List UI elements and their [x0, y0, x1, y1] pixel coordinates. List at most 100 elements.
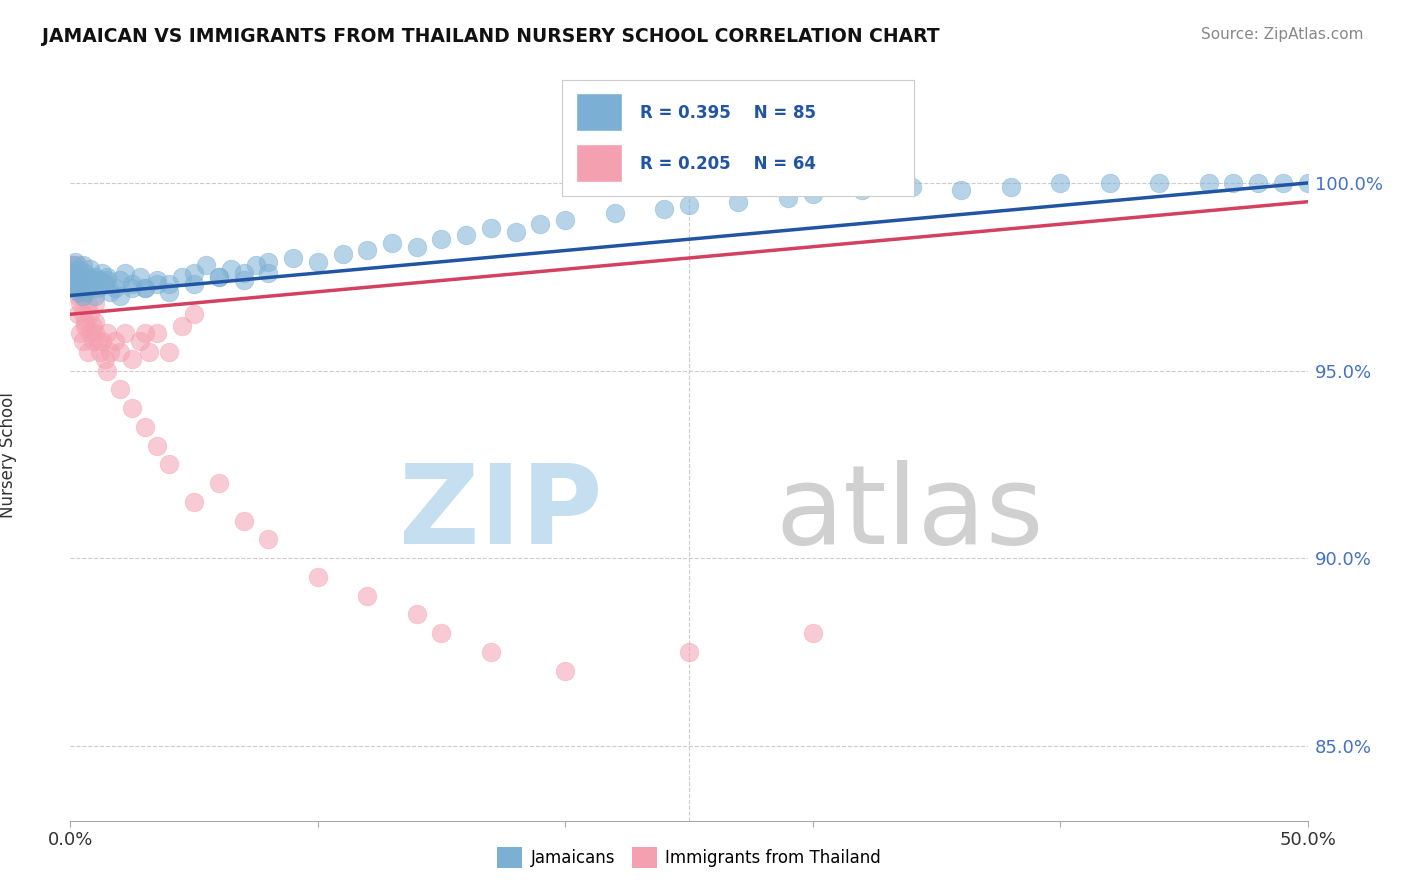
Point	[157, 285, 180, 299]
Point	[75, 285, 97, 299]
Point	[479, 221, 502, 235]
Point	[65, 277, 87, 292]
Point	[79, 262, 101, 277]
Point	[157, 344, 180, 359]
Point	[108, 288, 131, 302]
Point	[554, 664, 576, 678]
Point	[1147, 176, 1170, 190]
Point	[381, 235, 404, 250]
Point	[69, 281, 91, 295]
Point	[505, 225, 527, 239]
Point	[356, 589, 378, 603]
Point	[146, 326, 169, 340]
Point	[114, 266, 136, 280]
Point	[72, 277, 94, 292]
Point	[82, 273, 104, 287]
Point	[84, 269, 107, 284]
Point	[157, 277, 180, 292]
Point	[75, 315, 97, 329]
Point	[66, 307, 89, 321]
Point	[134, 281, 156, 295]
Point	[332, 247, 354, 261]
Point	[86, 281, 108, 295]
Point	[72, 288, 94, 302]
Point	[66, 288, 89, 302]
Point	[146, 273, 169, 287]
Point	[134, 326, 156, 340]
Point	[183, 277, 205, 292]
Point	[72, 273, 94, 287]
Point	[72, 334, 94, 348]
Point	[479, 645, 502, 659]
Point	[1222, 176, 1244, 190]
Text: R = 0.205    N = 64: R = 0.205 N = 64	[640, 155, 815, 173]
Point	[89, 273, 111, 287]
Point	[104, 281, 127, 295]
Point	[121, 281, 143, 295]
Point	[245, 259, 267, 273]
Point	[183, 495, 205, 509]
Text: atlas: atlas	[776, 460, 1045, 567]
Point	[146, 277, 169, 292]
Point	[1049, 176, 1071, 190]
Point	[66, 273, 89, 287]
Bar	[576, 93, 621, 131]
Point	[678, 645, 700, 659]
Point	[801, 626, 824, 640]
Point	[851, 184, 873, 198]
Point	[89, 344, 111, 359]
Point	[114, 326, 136, 340]
Point	[1198, 176, 1220, 190]
Point	[62, 269, 84, 284]
Point	[108, 344, 131, 359]
Point	[134, 281, 156, 295]
Bar	[576, 144, 621, 182]
Point	[79, 326, 101, 340]
Point	[257, 533, 280, 547]
Point	[652, 202, 675, 217]
Point	[66, 259, 89, 273]
Point	[76, 281, 98, 295]
Point	[219, 262, 242, 277]
Point	[72, 288, 94, 302]
Point	[62, 269, 84, 284]
Point	[405, 607, 427, 622]
Point	[75, 318, 97, 333]
Point	[121, 277, 143, 292]
Point	[405, 240, 427, 254]
Point	[232, 514, 254, 528]
Text: Source: ZipAtlas.com: Source: ZipAtlas.com	[1201, 27, 1364, 42]
Point	[86, 334, 108, 348]
Point	[603, 206, 626, 220]
Point	[66, 262, 89, 277]
Point	[1296, 176, 1319, 190]
Point	[121, 352, 143, 367]
Point	[232, 266, 254, 280]
Point	[65, 266, 87, 280]
Point	[157, 458, 180, 472]
Point	[128, 334, 150, 348]
Text: ZIP: ZIP	[399, 460, 602, 567]
Point	[94, 352, 117, 367]
Point	[62, 281, 84, 295]
Point	[66, 273, 89, 287]
Point	[430, 626, 453, 640]
Point	[108, 273, 131, 287]
Point	[430, 232, 453, 246]
Point	[232, 273, 254, 287]
Point	[69, 296, 91, 310]
Point	[554, 213, 576, 227]
Point	[183, 307, 205, 321]
Point	[72, 307, 94, 321]
Point	[108, 382, 131, 396]
Point	[1000, 179, 1022, 194]
Point	[91, 334, 114, 348]
Point	[134, 419, 156, 434]
Point	[79, 277, 101, 292]
Point	[96, 269, 118, 284]
Point	[69, 326, 91, 340]
Point	[66, 285, 89, 299]
Point	[96, 363, 118, 377]
Point	[69, 269, 91, 284]
Point	[75, 285, 97, 299]
